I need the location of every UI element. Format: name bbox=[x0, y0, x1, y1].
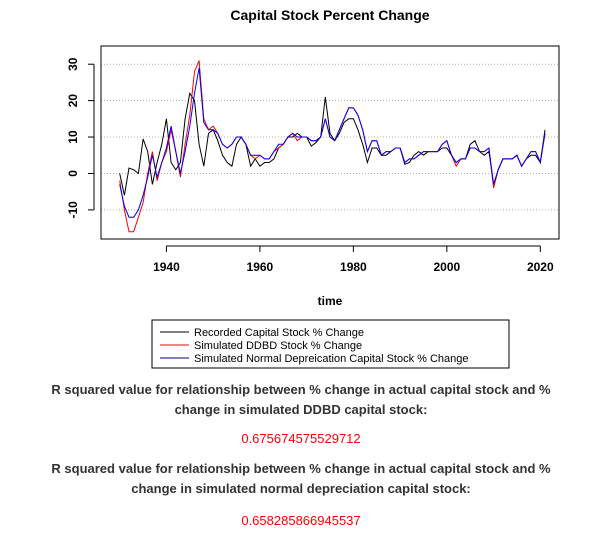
series-line bbox=[119, 67, 546, 218]
x-tick-label: 2020 bbox=[527, 260, 554, 274]
ddbd-r-squared-value: 0.675674575529712 bbox=[241, 431, 361, 446]
x-tick-label: 2000 bbox=[433, 260, 460, 274]
legend-label: Recorded Capital Stock % Change bbox=[194, 327, 364, 339]
x-tick-label: 1980 bbox=[340, 260, 367, 274]
legend: Recorded Capital Stock % ChangeSimulated… bbox=[151, 319, 510, 369]
normal-r-squared-value: 0.658285866945537 bbox=[241, 513, 361, 528]
normal-r-squared-label: R squared value for relationship between… bbox=[51, 461, 551, 496]
y-tick-label: 20 bbox=[66, 94, 80, 108]
y-axis: -10 0 10 20 30 bbox=[66, 57, 95, 219]
y-tick-label: 10 bbox=[66, 130, 80, 144]
series-line bbox=[119, 60, 546, 233]
series-group bbox=[119, 60, 546, 233]
chart-title: Capital Stock Percent Change bbox=[230, 7, 429, 23]
x-axis: 1940 1960 1980 2000 2020 bbox=[153, 245, 554, 274]
ddbd-r-squared-label: R squared value for relationship between… bbox=[51, 382, 551, 417]
y-tick-label: -10 bbox=[66, 201, 80, 219]
y-tick-label: 30 bbox=[66, 57, 80, 71]
legend-label: Simulated DDBD Stock % Change bbox=[194, 340, 362, 352]
x-tick-label: 1960 bbox=[247, 260, 274, 274]
series-line bbox=[119, 91, 546, 196]
y-tick-label: 0 bbox=[66, 170, 80, 177]
x-tick-label: 1940 bbox=[153, 260, 180, 274]
chart: Capital Stock Percent Change 1940 1960 198… bbox=[66, 7, 560, 369]
legend-box bbox=[151, 319, 510, 369]
x-axis-label: time bbox=[318, 294, 343, 308]
plot-frame bbox=[100, 45, 560, 240]
legend-label: Simulated Normal Depreication Capital St… bbox=[194, 353, 469, 365]
